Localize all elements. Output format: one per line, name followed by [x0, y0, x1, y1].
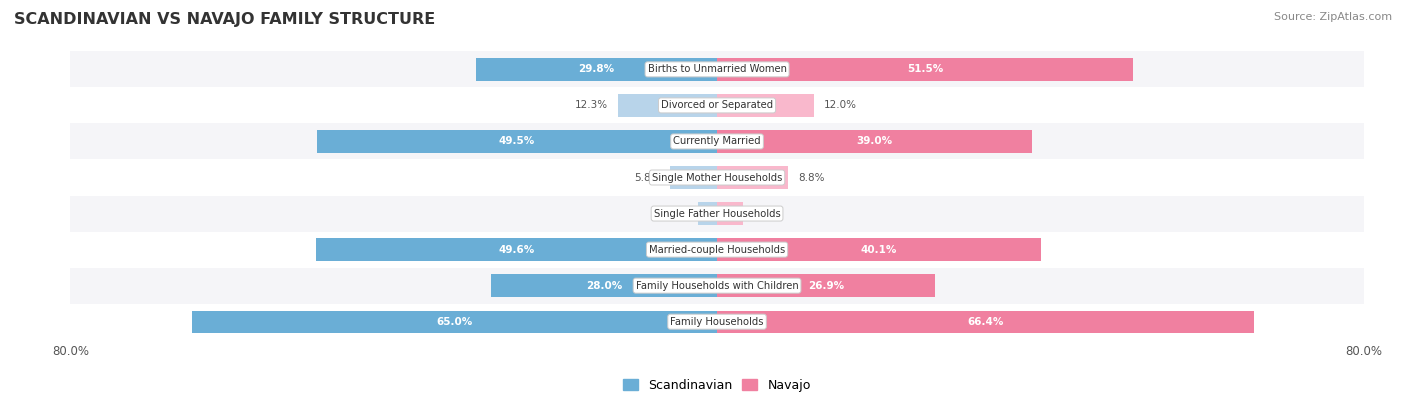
Bar: [70, 160, 1364, 196]
Text: Births to Unmarried Women: Births to Unmarried Women: [648, 64, 786, 74]
Text: 5.8%: 5.8%: [634, 173, 661, 182]
Bar: [316, 130, 717, 152]
Text: Divorced or Separated: Divorced or Separated: [661, 100, 773, 111]
Bar: [671, 166, 717, 189]
Bar: [70, 268, 1364, 304]
Bar: [70, 231, 1364, 268]
Bar: [717, 166, 789, 189]
Text: Currently Married: Currently Married: [673, 136, 761, 147]
Text: 28.0%: 28.0%: [586, 280, 621, 291]
Text: 2.4%: 2.4%: [661, 209, 688, 218]
Bar: [70, 87, 1364, 124]
Text: 51.5%: 51.5%: [907, 64, 943, 74]
Text: 12.0%: 12.0%: [824, 100, 856, 111]
Text: 49.5%: 49.5%: [499, 136, 536, 147]
Text: 40.1%: 40.1%: [860, 245, 897, 255]
Text: Source: ZipAtlas.com: Source: ZipAtlas.com: [1274, 12, 1392, 22]
Text: 49.6%: 49.6%: [499, 245, 534, 255]
Bar: [717, 310, 1254, 333]
Legend: Scandinavian, Navajo: Scandinavian, Navajo: [619, 374, 815, 395]
Bar: [491, 275, 717, 297]
Text: 26.9%: 26.9%: [807, 280, 844, 291]
Bar: [717, 130, 1032, 152]
Text: 39.0%: 39.0%: [856, 136, 893, 147]
Bar: [70, 304, 1364, 340]
Text: 29.8%: 29.8%: [578, 64, 614, 74]
Text: Married-couple Households: Married-couple Households: [650, 245, 785, 255]
Bar: [717, 94, 814, 117]
Bar: [717, 275, 935, 297]
Bar: [70, 51, 1364, 87]
Text: 65.0%: 65.0%: [436, 317, 472, 327]
Text: Single Mother Households: Single Mother Households: [652, 173, 782, 182]
Bar: [316, 239, 717, 261]
Text: Single Father Households: Single Father Households: [654, 209, 780, 218]
Bar: [717, 239, 1042, 261]
Bar: [70, 196, 1364, 231]
Bar: [717, 58, 1133, 81]
Text: 3.2%: 3.2%: [752, 209, 779, 218]
Text: 66.4%: 66.4%: [967, 317, 1004, 327]
Text: 12.3%: 12.3%: [575, 100, 607, 111]
Text: SCANDINAVIAN VS NAVAJO FAMILY STRUCTURE: SCANDINAVIAN VS NAVAJO FAMILY STRUCTURE: [14, 12, 436, 27]
Bar: [697, 202, 717, 225]
Bar: [717, 202, 742, 225]
Bar: [191, 310, 717, 333]
Text: Family Households with Children: Family Households with Children: [636, 280, 799, 291]
Bar: [477, 58, 717, 81]
Text: 8.8%: 8.8%: [799, 173, 824, 182]
Bar: [70, 124, 1364, 160]
Bar: [617, 94, 717, 117]
Text: Family Households: Family Households: [671, 317, 763, 327]
